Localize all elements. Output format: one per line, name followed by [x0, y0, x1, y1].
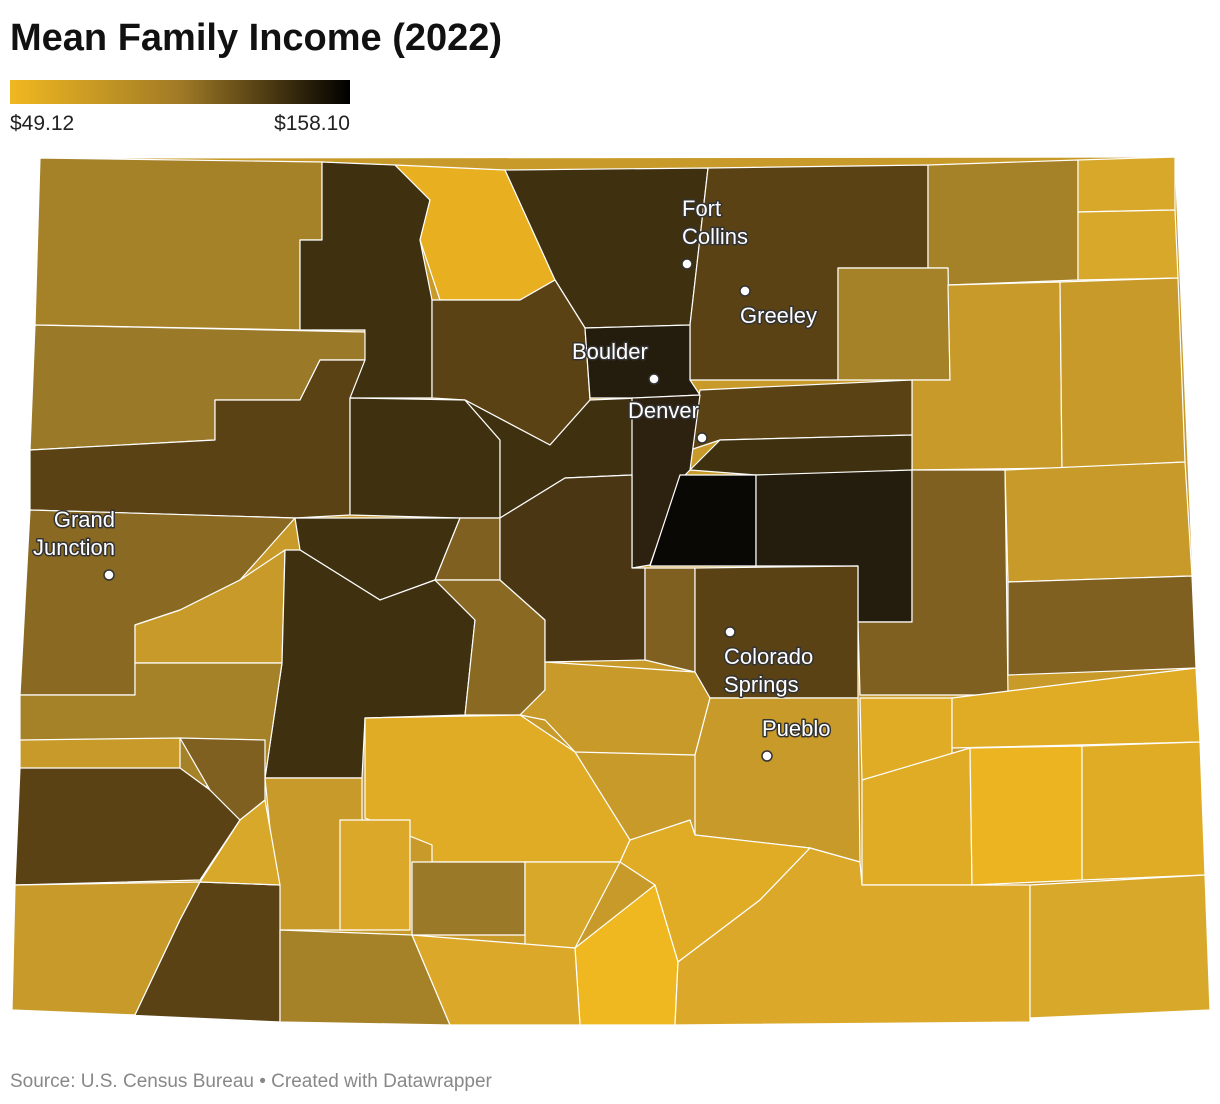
- city-dot: [761, 750, 773, 762]
- county: [1077, 209, 1179, 281]
- city-label: Boulder: [572, 339, 648, 364]
- county: [837, 267, 951, 381]
- city-dot: [724, 626, 736, 638]
- title: Mean Family Income (2022): [10, 17, 502, 59]
- city-label: Fort: [682, 196, 721, 221]
- cities: Fort Collins Greeley Boulder Denver Gran…: [32, 195, 832, 762]
- county: [1081, 741, 1206, 881]
- county: [199, 799, 281, 886]
- city-dot: [681, 258, 693, 270]
- legend-min: $49.12: [10, 112, 74, 135]
- city-dot: [648, 373, 660, 385]
- counties: [11, 156, 1211, 1026]
- city-dot: [103, 569, 115, 581]
- county: [674, 847, 1031, 1026]
- county: [927, 159, 1079, 286]
- county: [1029, 874, 1211, 1019]
- county: [689, 434, 913, 476]
- city-label: Grand: [54, 507, 115, 532]
- legend-gradient: [10, 80, 350, 104]
- city-label: Greeley: [740, 303, 817, 328]
- county: [411, 934, 581, 1026]
- city-label: Springs: [724, 672, 799, 697]
- legend-max: $158.10: [274, 112, 350, 135]
- county: [1059, 277, 1186, 469]
- county: [1007, 575, 1197, 676]
- county: [34, 157, 323, 331]
- county: [1004, 461, 1193, 583]
- county: [969, 745, 1083, 886]
- city-label: Collins: [682, 224, 748, 249]
- city-label: Denver: [628, 398, 699, 423]
- city-label: Pueblo: [762, 716, 831, 741]
- county: [1077, 156, 1176, 213]
- county: [644, 567, 696, 673]
- city-label: Junction: [33, 535, 115, 560]
- city-label: Colorado: [724, 644, 813, 669]
- source: Source: U.S. Census Bureau • Created wit…: [10, 1071, 493, 1092]
- county: [349, 397, 501, 519]
- county: [339, 819, 411, 931]
- city-dot: [696, 432, 708, 444]
- county: [411, 861, 526, 936]
- city-dot: [739, 285, 751, 297]
